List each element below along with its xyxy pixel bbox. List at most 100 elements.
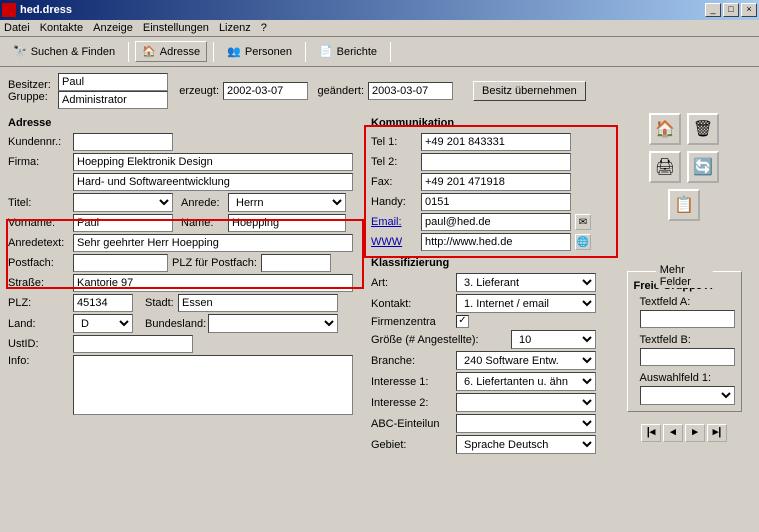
name-field[interactable] xyxy=(228,214,346,232)
strasse-label: Straße: xyxy=(8,277,73,289)
titel-label: Titel: xyxy=(8,197,73,209)
www-label[interactable]: WWW xyxy=(371,236,421,248)
window-title: hed.dress xyxy=(20,4,703,16)
strasse-field[interactable] xyxy=(73,274,353,292)
groesse-select[interactable]: 10 xyxy=(511,330,596,349)
www-field[interactable] xyxy=(421,233,571,251)
email-field[interactable] xyxy=(421,213,571,231)
fax-label: Fax: xyxy=(371,176,421,188)
anrede-select[interactable]: Herrn xyxy=(228,193,346,212)
tel1-field[interactable] xyxy=(421,133,571,151)
more-fields-box: Mehr Felder Freie Gruppe A Textfeld A: T… xyxy=(627,271,742,412)
anredetext-label: Anredetext: xyxy=(8,237,73,249)
menu-kontakte[interactable]: Kontakte xyxy=(40,22,83,34)
menu-lizenz[interactable]: Lizenz xyxy=(219,22,251,34)
tel2-label: Tel 2: xyxy=(371,156,421,168)
nav-next[interactable]: ▸ xyxy=(685,424,705,442)
plz-label: PLZ: xyxy=(8,297,73,309)
menu-bar: Datei Kontakte Anzeige Einstellungen Liz… xyxy=(0,20,759,37)
interesse2-select[interactable] xyxy=(456,393,596,412)
menu-anzeige[interactable]: Anzeige xyxy=(93,22,133,34)
separator xyxy=(128,42,129,62)
menu-einstellungen[interactable]: Einstellungen xyxy=(143,22,209,34)
minimize-button[interactable]: _ xyxy=(705,3,721,17)
abc-select[interactable] xyxy=(456,414,596,433)
tool-search[interactable]: 🔭Suchen & Finden xyxy=(6,41,122,62)
home-iconbtn[interactable]: 🏠 xyxy=(649,113,681,145)
interesse1-select[interactable]: 6. Liefertanten u. ähn xyxy=(456,372,596,391)
ustid-label: UstID: xyxy=(8,338,73,350)
anredetext-field[interactable] xyxy=(73,234,353,252)
changed-field[interactable] xyxy=(368,82,453,100)
textfeld-a-field[interactable] xyxy=(640,310,735,328)
vorname-field[interactable] xyxy=(73,214,173,232)
changed-label: geändert: xyxy=(308,85,368,97)
nav-prev[interactable]: ◂ xyxy=(663,424,683,442)
tool-personen[interactable]: 👥Personen xyxy=(220,41,299,62)
globe-icon[interactable]: 🌐 xyxy=(575,234,591,250)
auswahlfeld-label: Auswahlfeld 1: xyxy=(640,372,735,384)
handy-field[interactable] xyxy=(421,193,571,211)
email-icon[interactable]: ✉ xyxy=(575,214,591,230)
firmenzentrale-checkbox[interactable]: ✓ xyxy=(456,315,469,328)
close-button[interactable]: × xyxy=(741,3,757,17)
kundennr-field[interactable] xyxy=(73,133,173,151)
postfach-field[interactable] xyxy=(73,254,168,272)
nav-last[interactable]: ▸| xyxy=(707,424,727,442)
print-iconbtn[interactable]: 🖨 xyxy=(649,151,681,183)
titel-select[interactable] xyxy=(73,193,173,212)
more-fields-title: Mehr Felder xyxy=(656,264,713,288)
toolbar: 🔭Suchen & Finden 🏠Adresse 👥Personen 📄Ber… xyxy=(0,37,759,67)
ustid-field[interactable] xyxy=(73,335,193,353)
gebiet-select[interactable]: Sprache Deutsch xyxy=(456,435,596,454)
nav-first[interactable]: |◂ xyxy=(641,424,661,442)
plz-postfach-field[interactable] xyxy=(261,254,331,272)
owner-label: Besitzer: xyxy=(8,79,58,91)
interesse1-label: Interesse 1: xyxy=(371,376,456,388)
branche-label: Branche: xyxy=(371,355,456,367)
postfach-label: Postfach: xyxy=(8,257,73,269)
bundesland-select[interactable] xyxy=(208,314,338,333)
interesse2-label: Interesse 2: xyxy=(371,397,456,409)
menu-help[interactable]: ? xyxy=(261,22,267,34)
takeover-button[interactable]: Besitz übernehmen xyxy=(473,81,586,101)
owner-field[interactable] xyxy=(58,73,168,91)
textfeld-a-label: Textfeld A: xyxy=(640,296,735,308)
separator xyxy=(213,42,214,62)
group-field[interactable] xyxy=(58,91,168,109)
created-field[interactable] xyxy=(223,82,308,100)
kundennr-label: Kundennr.: xyxy=(8,136,73,148)
plz-field[interactable] xyxy=(73,294,133,312)
email-label[interactable]: Email: xyxy=(371,216,421,228)
firma-field[interactable] xyxy=(73,153,353,171)
report-icon: 📄 xyxy=(319,45,333,58)
stadt-field[interactable] xyxy=(178,294,338,312)
kontakt-label: Kontakt: xyxy=(371,298,456,310)
info-textarea[interactable] xyxy=(73,355,353,415)
auswahlfeld-select[interactable] xyxy=(640,386,735,405)
firma2-field[interactable] xyxy=(73,173,353,191)
firma-label: Firma: xyxy=(8,156,73,168)
land-select[interactable]: D xyxy=(73,314,133,333)
copy-iconbtn[interactable]: 📋 xyxy=(668,189,700,221)
tel2-field[interactable] xyxy=(421,153,571,171)
kontakt-select[interactable]: 1. Internet / email xyxy=(456,294,596,313)
maximize-button[interactable]: □ xyxy=(723,3,739,17)
branche-select[interactable]: 240 Software Entw. xyxy=(456,351,596,370)
name-label: Name: xyxy=(173,217,228,229)
refresh-iconbtn[interactable]: 🔄 xyxy=(687,151,719,183)
tool-berichte[interactable]: 📄Berichte xyxy=(312,41,384,62)
menu-datei[interactable]: Datei xyxy=(4,22,30,34)
firmenzentrale-label: Firmenzentra xyxy=(371,316,456,328)
tool-adresse[interactable]: 🏠Adresse xyxy=(135,41,207,62)
stadt-label: Stadt: xyxy=(133,297,178,309)
art-select[interactable]: 3. Lieferant xyxy=(456,273,596,292)
trash-iconbtn[interactable]: 🗑 xyxy=(687,113,719,145)
created-label: erzeugt: xyxy=(168,85,223,97)
art-label: Art: xyxy=(371,277,456,289)
plz-postfach-label: PLZ für Postfach: xyxy=(168,257,261,269)
binoculars-icon: 🔭 xyxy=(13,45,27,58)
separator xyxy=(390,42,391,62)
textfeld-b-field[interactable] xyxy=(640,348,735,366)
fax-field[interactable] xyxy=(421,173,571,191)
